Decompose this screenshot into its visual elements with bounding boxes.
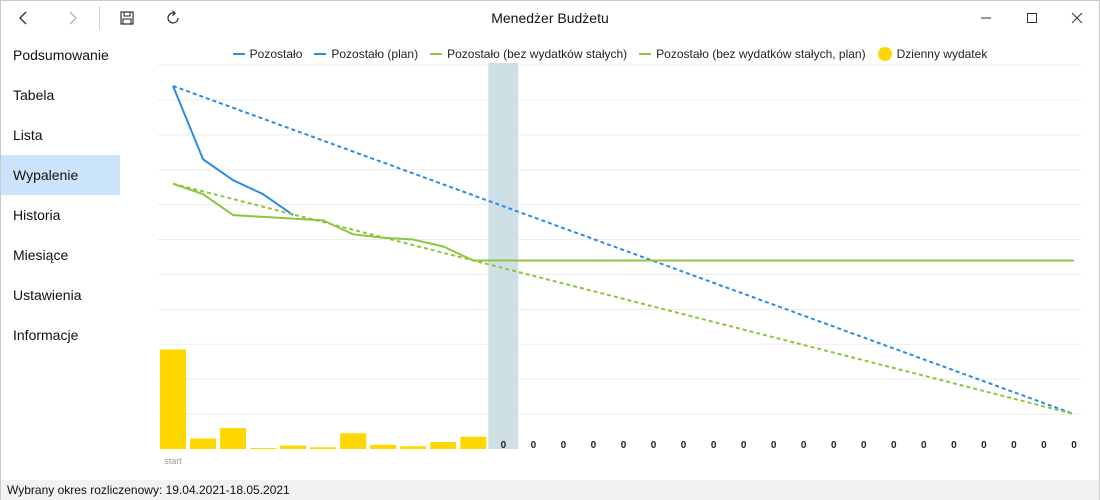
bar-value-label: 0 xyxy=(531,440,537,451)
bar-value-label: 0 xyxy=(981,440,987,451)
save-button[interactable] xyxy=(105,1,149,35)
sidebar-item-miesiace[interactable]: Miesiące xyxy=(13,247,69,263)
chart-plot: 0 0 0 0 0 0 0 0 0 0 0 0 0 0 0 0 0 0 0 0 start xyxy=(158,63,1081,466)
bar-value-label: 0 xyxy=(771,440,777,451)
bar-value-label: 0 xyxy=(741,440,747,451)
bar-value-label: 0 xyxy=(921,440,927,451)
legend-swatch xyxy=(877,47,892,61)
billing-period-text: Wybrany okres rozliczenowy: 19.04.2021-1… xyxy=(7,483,290,497)
bar xyxy=(400,446,427,449)
toolbar-separator xyxy=(99,6,100,30)
close-icon xyxy=(1071,12,1083,24)
legend-swatch xyxy=(430,53,443,55)
bar-value-label: 0 xyxy=(801,440,807,451)
legend-swatch xyxy=(639,53,652,55)
bar-value-label: 0 xyxy=(1041,440,1047,451)
chart-legend: Pozostało Pozostało (plan) Pozostało (be… xyxy=(121,45,1099,63)
legend-item-bez-stalych-plan[interactable]: Pozostało (bez wydatków stałych, plan) xyxy=(639,45,866,63)
series-line xyxy=(172,182,1075,416)
sidebar-item-lista[interactable]: Lista xyxy=(13,127,43,143)
bar-value-label: 0 xyxy=(831,440,837,451)
sidebar-item-informacje[interactable]: Informacje xyxy=(13,327,79,343)
legend-label: Pozostało (bez wydatków stałych) xyxy=(447,47,628,61)
bar-value-label: 0 xyxy=(651,440,657,451)
legend-label: Dzienny wydatek xyxy=(896,47,988,61)
burndown-chart: Pozostało Pozostało (plan) Pozostało (be… xyxy=(121,35,1099,475)
bar-value-label: 0 xyxy=(891,440,897,451)
minimize-button[interactable] xyxy=(963,1,1009,35)
legend-item-dzienny-wydatek[interactable]: Dzienny wydatek xyxy=(877,45,988,63)
bar-value-label: 0 xyxy=(711,440,717,451)
status-bar: Wybrany okres rozliczenowy: 19.04.2021-1… xyxy=(1,480,1099,500)
bar-value-label: 0 xyxy=(591,440,597,451)
legend-label: Pozostało (bez wydatków stałych, plan) xyxy=(656,47,866,61)
bar xyxy=(250,447,277,449)
legend-swatch xyxy=(314,53,327,55)
sidebar-item-podsumowanie[interactable]: Podsumowanie xyxy=(13,47,109,63)
title-bar: Menedżer Budżetu xyxy=(1,1,1099,35)
legend-label: Pozostało (plan) xyxy=(331,47,419,61)
close-button[interactable] xyxy=(1055,1,1099,35)
bar xyxy=(340,433,367,449)
bar-value-label: 0 xyxy=(951,440,957,451)
maximize-button[interactable] xyxy=(1009,1,1055,35)
series-line xyxy=(172,85,294,216)
forward-button[interactable] xyxy=(49,1,95,35)
bar-value-label: 0 xyxy=(1071,440,1077,451)
maximize-icon xyxy=(1027,13,1037,23)
chevron-left-icon xyxy=(19,11,27,25)
sidebar-nav: Podsumowanie Tabela Lista Wypalenie Hist… xyxy=(1,35,120,355)
x-tick-label: start xyxy=(164,456,182,466)
legend-swatch xyxy=(232,53,245,55)
bar-value-label: 0 xyxy=(561,440,567,451)
window-title: Menedżer Budżetu xyxy=(491,10,609,26)
bar xyxy=(460,436,487,449)
legend-label: Pozostało xyxy=(249,47,303,61)
bar xyxy=(370,444,397,449)
today-band xyxy=(488,63,519,449)
legend-item-pozostalo-plan[interactable]: Pozostało (plan) xyxy=(314,45,418,63)
refresh-button[interactable] xyxy=(151,1,195,35)
sidebar-item-tabela[interactable]: Tabela xyxy=(13,87,55,103)
back-button[interactable] xyxy=(1,1,47,35)
bar-value-label: 0 xyxy=(1011,440,1017,451)
bar xyxy=(310,447,337,449)
bar-value-label: 0 xyxy=(621,440,627,451)
chevron-right-icon xyxy=(69,11,77,25)
bar xyxy=(190,438,217,449)
sidebar-item-wypalenie[interactable]: Wypalenie xyxy=(1,155,120,195)
legend-item-bez-stalych[interactable]: Pozostało (bez wydatków stałych) xyxy=(430,45,627,63)
bar xyxy=(160,349,186,449)
bar-value-label: 0 xyxy=(501,440,507,451)
bar-value-label: 0 xyxy=(861,440,867,451)
sidebar-item-ustawienia[interactable]: Ustawienia xyxy=(13,287,82,303)
bar xyxy=(220,428,247,449)
sidebar-item-historia[interactable]: Historia xyxy=(13,207,61,223)
minimize-icon xyxy=(981,17,991,19)
series-line xyxy=(172,182,1074,262)
legend-item-pozostalo[interactable]: Pozostało xyxy=(232,45,303,63)
refresh-icon xyxy=(167,10,179,24)
bar-value-label: 0 xyxy=(681,440,687,451)
bar xyxy=(430,442,457,449)
bar xyxy=(280,445,307,449)
series-line xyxy=(172,85,1075,416)
save-icon xyxy=(120,11,134,25)
